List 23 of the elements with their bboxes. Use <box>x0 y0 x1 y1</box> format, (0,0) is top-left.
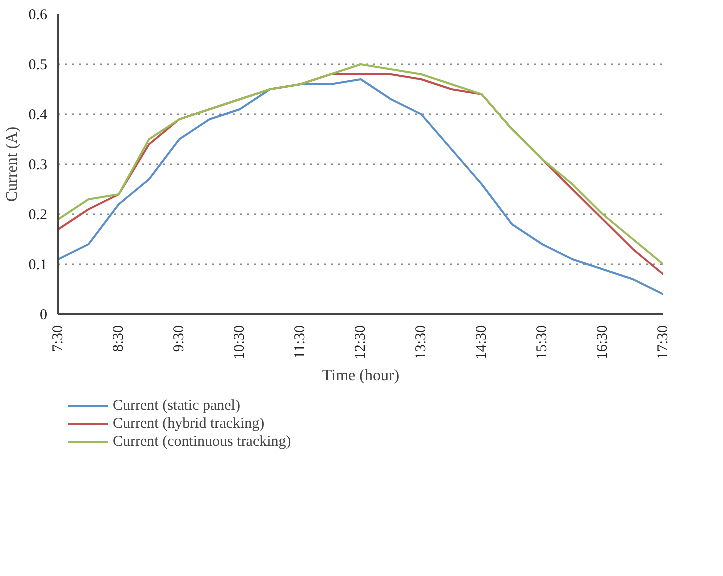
y-tick-label: 0.3 <box>28 158 48 174</box>
x-tick-label: 15:30 <box>534 325 550 360</box>
x-tick-label: 14:30 <box>474 325 490 360</box>
x-tick-label: 10:30 <box>232 325 248 360</box>
y-tick-label: 0.6 <box>28 8 48 24</box>
x-tick-label: 13:30 <box>414 325 430 360</box>
y-axis-title: Current (A) <box>4 126 21 202</box>
x-tick-label: 16:30 <box>595 325 611 360</box>
y-tick-label: 0 <box>40 308 48 324</box>
x-tick-label: 8:30 <box>111 325 127 352</box>
x-axis-title: Time (hour) <box>322 368 400 385</box>
x-tick-label: 11:30 <box>292 325 308 360</box>
legend-label: Current (continuous tracking) <box>113 433 292 451</box>
legend-label: Current (static panel) <box>113 397 240 415</box>
x-tick-label: 9:30 <box>172 325 188 352</box>
y-tick-label: 0.5 <box>28 58 48 74</box>
x-tick-label: 7:30 <box>50 325 66 352</box>
y-tick-label: 0.2 <box>28 208 48 224</box>
legend-label: Current (hybrid tracking) <box>113 415 265 433</box>
x-tick-label: 12:30 <box>353 325 369 360</box>
y-tick-label: 0.4 <box>28 108 48 124</box>
x-tick-label: 17:30 <box>656 325 672 360</box>
y-tick-label: 0.1 <box>28 258 48 274</box>
